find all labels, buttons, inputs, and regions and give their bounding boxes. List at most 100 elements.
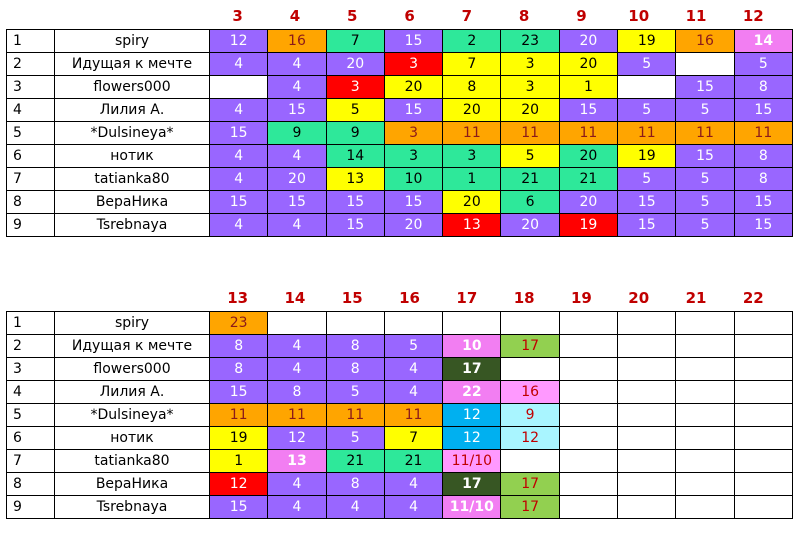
column-header: 15: [341, 289, 363, 307]
score-cell: 23: [208, 311, 269, 335]
score-table-2: 13 14 15 16 17 18 19 20 21 22 1 spiry 23 2 И…: [6, 285, 793, 519]
score-cell: 5: [675, 213, 735, 237]
score-cell: 11: [500, 121, 560, 145]
table-row: 3 flowers000 8 4 8 4 17: [6, 357, 793, 381]
score-cell: [267, 311, 327, 335]
score-cell: 9: [267, 121, 327, 145]
participant-name: *Dulsineya*: [54, 403, 210, 427]
row-number: 8: [6, 472, 55, 496]
participant-name: spiry: [54, 311, 210, 335]
column-header: 16: [399, 289, 420, 307]
score-cell: [675, 495, 735, 519]
score-cell: 15: [558, 98, 619, 122]
score-cell: 20: [500, 213, 560, 237]
column-header: 11: [685, 7, 707, 25]
row-number: 1: [6, 311, 55, 335]
score-cell: 15: [208, 495, 269, 519]
row-number: 7: [6, 449, 55, 473]
table-row: 2 Идущая к мечте 8 4 8 5 10 17: [6, 334, 793, 358]
score-cell: [617, 334, 677, 358]
row-number: 6: [6, 144, 55, 168]
score-cell: 4: [383, 495, 444, 519]
score-cell: 4: [267, 213, 327, 237]
column-header: 12: [742, 7, 764, 25]
score-cell: 20: [558, 144, 619, 168]
row-number: 3: [6, 75, 55, 99]
score-cell: [500, 311, 560, 335]
score-cell: [442, 311, 502, 335]
score-cell: 13: [325, 167, 385, 191]
table-row: 5 *Dulsineya* 15 9 9 3 11 11 11 11 11 11: [6, 121, 793, 145]
score-cell: 15: [617, 213, 677, 237]
score-cell: 16: [500, 380, 560, 404]
score-cell: 12: [208, 29, 269, 53]
score-cell: 9: [500, 403, 560, 427]
participant-name: tatianka80: [54, 449, 210, 473]
score-cell: 15: [267, 98, 327, 122]
table-row: 1 spiry 12 16 7 15 2 23 20 19 16 14: [6, 29, 793, 53]
score-cell: 7: [383, 426, 444, 450]
score-cell: [733, 449, 793, 473]
score-cell: 11/10: [442, 449, 502, 473]
score-cell: 12: [442, 426, 502, 450]
column-header: 19: [570, 289, 592, 307]
score-cell: 7: [442, 52, 502, 76]
participant-name: Лилия А.: [54, 98, 210, 122]
score-cell: 15: [675, 75, 735, 99]
table-row: 9 Tsrebnaya 4 4 15 20 13 20 19 15 5 15: [6, 213, 793, 237]
score-cell: [617, 472, 677, 496]
score-cell: 15: [208, 121, 269, 145]
row-number: 7: [6, 167, 55, 191]
participant-name: flowers000: [54, 75, 210, 99]
score-cell: 1: [208, 449, 269, 473]
score-cell: [675, 380, 735, 404]
score-cell: [558, 380, 619, 404]
score-cell: 4: [208, 52, 269, 76]
score-grid: 1 spiry 12 16 7 15 2 23 20 19 16 14 2 Идущая к мечте 4…: [6, 29, 793, 237]
score-cell: 19: [617, 29, 677, 53]
score-cell: [733, 495, 793, 519]
score-cell: 4: [267, 52, 327, 76]
score-grid: 1 spiry 23 2 Идущая к мечте 8 4 8 5 10 17 3 flowers0…: [6, 311, 793, 519]
score-cell: [675, 334, 735, 358]
score-cell: 5: [325, 380, 385, 404]
score-cell: 8: [733, 144, 793, 168]
score-cell: 12: [442, 403, 502, 427]
column-header: 4: [289, 7, 301, 25]
column-header: 6: [404, 7, 415, 25]
score-cell: 3: [383, 52, 444, 76]
score-cell: [733, 403, 793, 427]
score-cell: 14: [325, 144, 385, 168]
score-cell: 17: [442, 357, 502, 381]
score-cell: 8: [208, 357, 269, 381]
score-cell: 5: [325, 426, 385, 450]
score-cell: [617, 357, 677, 381]
score-cell: 15: [733, 190, 793, 214]
row-number: 8: [6, 190, 55, 214]
score-cell: [675, 357, 735, 381]
participant-name: spiry: [54, 29, 210, 53]
score-cell: 20: [267, 167, 327, 191]
column-header: 20: [628, 289, 650, 307]
score-cell: 17: [500, 495, 560, 519]
score-cell: [617, 403, 677, 427]
participant-name: Идущая к мечте: [54, 52, 210, 76]
score-cell: 8: [442, 75, 502, 99]
score-cell: [558, 334, 619, 358]
score-cell: 1: [442, 167, 502, 191]
score-cell: 11: [675, 121, 735, 145]
score-cell: 4: [267, 357, 327, 381]
score-cell: 3: [500, 75, 560, 99]
table-row: 9 Tsrebnaya 15 4 4 4 11/10 17: [6, 495, 793, 519]
score-cell: 15: [208, 380, 269, 404]
score-cell: 11: [733, 121, 793, 145]
score-cell: 4: [267, 334, 327, 358]
score-cell: [617, 311, 677, 335]
score-cell: 17: [500, 472, 560, 496]
row-number: 4: [6, 98, 55, 122]
column-header: 17: [456, 289, 478, 307]
table-row: 6 нотик 19 12 5 7 12 12: [6, 426, 793, 450]
score-cell: 20: [558, 190, 619, 214]
score-cell: 2: [442, 29, 502, 53]
score-cell: 6: [500, 190, 560, 214]
